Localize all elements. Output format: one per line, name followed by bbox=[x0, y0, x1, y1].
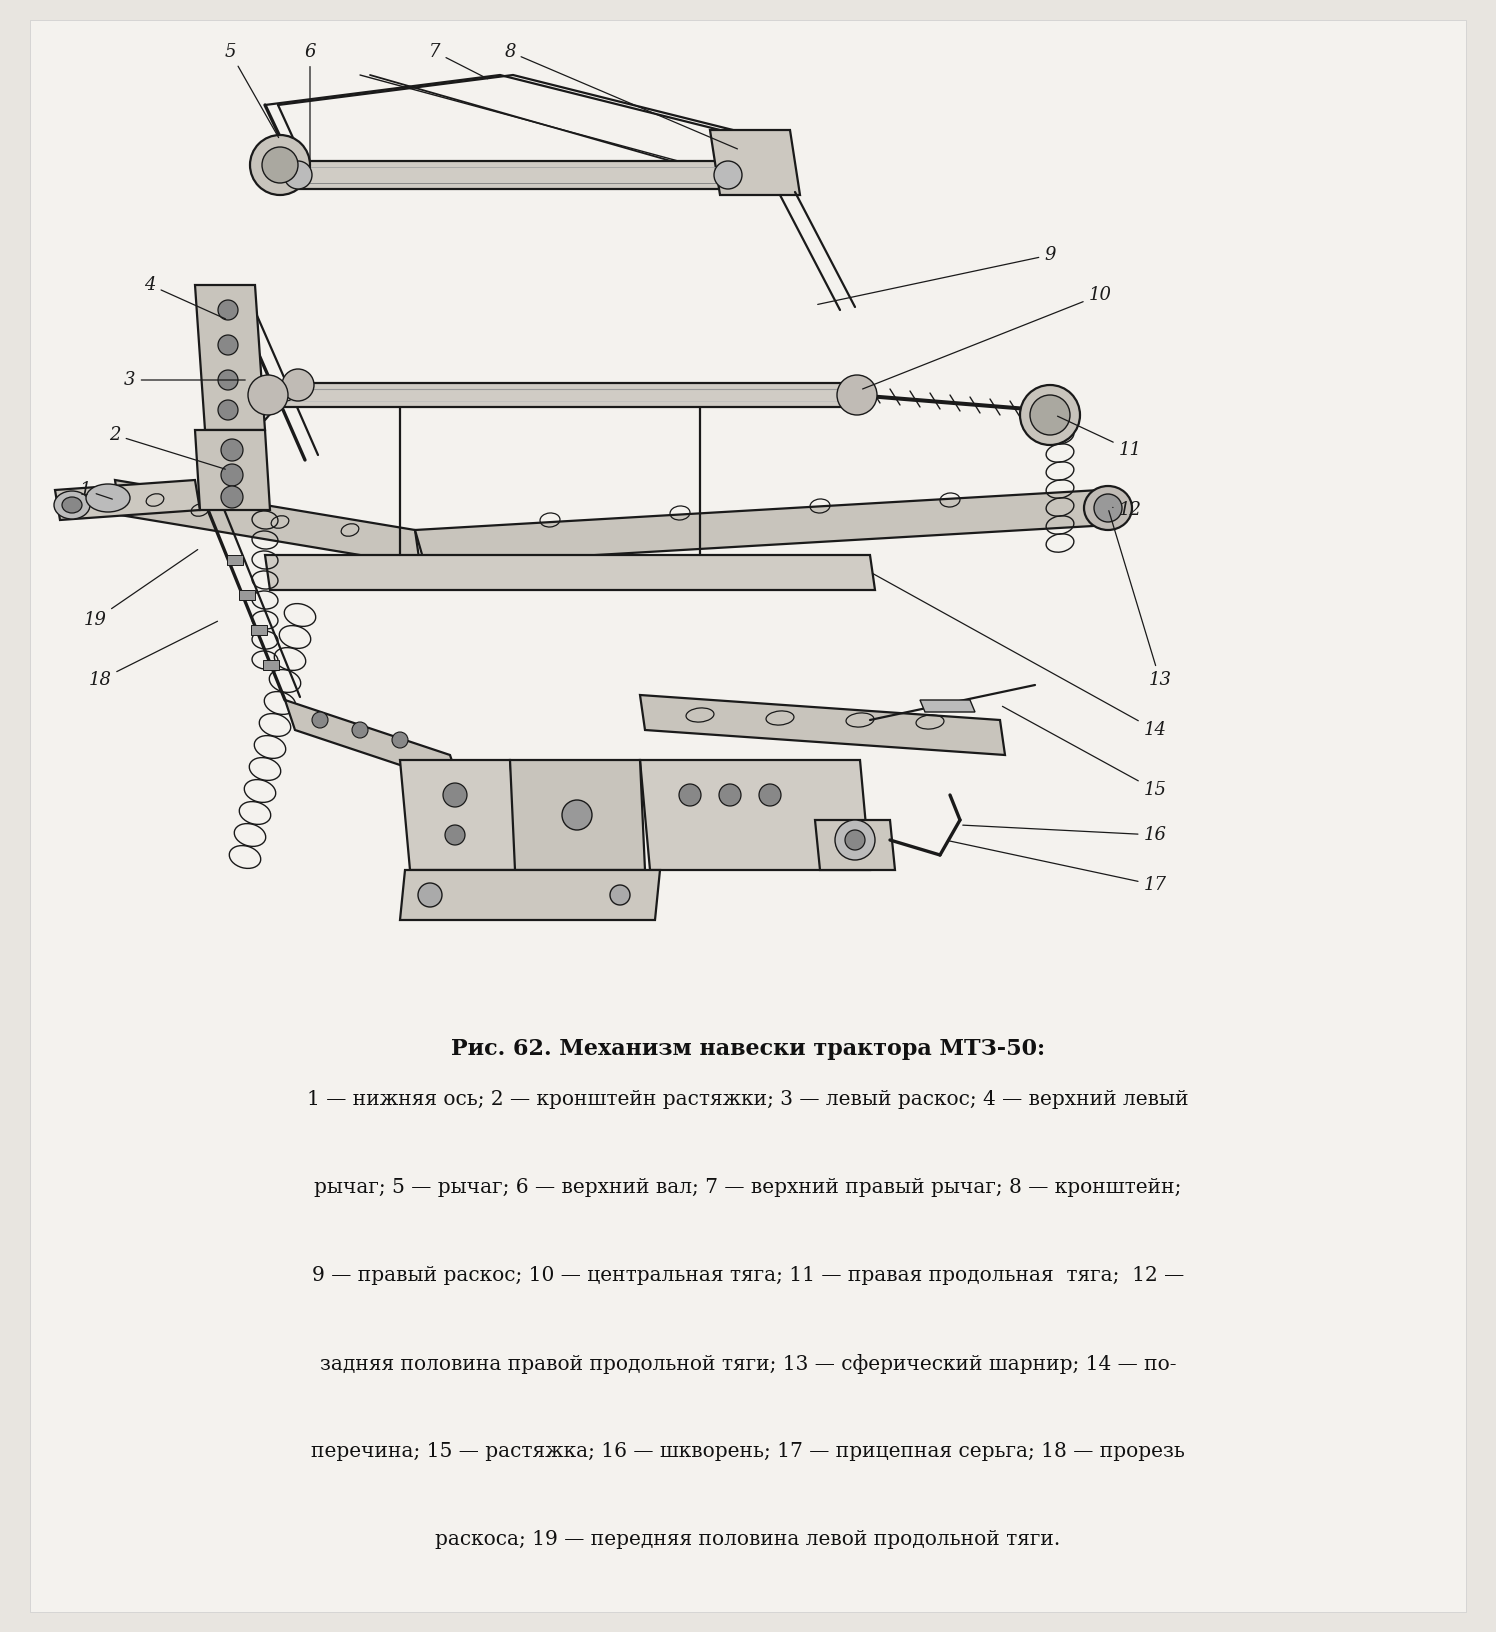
Ellipse shape bbox=[444, 826, 465, 845]
Text: 1: 1 bbox=[79, 481, 112, 499]
Ellipse shape bbox=[758, 783, 781, 806]
Text: 19: 19 bbox=[84, 550, 197, 628]
Text: 6: 6 bbox=[304, 42, 316, 160]
Text: 2: 2 bbox=[109, 426, 226, 468]
Ellipse shape bbox=[1020, 385, 1080, 446]
Polygon shape bbox=[251, 625, 266, 635]
Polygon shape bbox=[640, 761, 871, 870]
Polygon shape bbox=[194, 429, 269, 509]
Text: 7: 7 bbox=[429, 42, 488, 78]
Polygon shape bbox=[263, 659, 278, 671]
Ellipse shape bbox=[1085, 486, 1132, 530]
Text: 9: 9 bbox=[818, 246, 1056, 305]
Ellipse shape bbox=[262, 147, 298, 183]
Polygon shape bbox=[815, 819, 895, 870]
Text: 4: 4 bbox=[144, 276, 226, 318]
Text: 18: 18 bbox=[88, 622, 217, 689]
Ellipse shape bbox=[221, 439, 242, 460]
Ellipse shape bbox=[221, 463, 242, 486]
Ellipse shape bbox=[352, 721, 368, 738]
Polygon shape bbox=[711, 131, 800, 194]
Text: раскоса; 19 — передняя половина левой продольной тяги.: раскоса; 19 — передняя половина левой пр… bbox=[435, 1531, 1061, 1549]
Ellipse shape bbox=[610, 885, 630, 906]
Ellipse shape bbox=[54, 491, 90, 519]
Ellipse shape bbox=[443, 783, 467, 806]
Text: 8: 8 bbox=[504, 42, 738, 149]
Ellipse shape bbox=[392, 733, 408, 747]
Ellipse shape bbox=[679, 783, 702, 806]
Ellipse shape bbox=[714, 162, 742, 189]
Polygon shape bbox=[920, 700, 975, 712]
Polygon shape bbox=[414, 490, 1110, 565]
Ellipse shape bbox=[836, 375, 877, 415]
Polygon shape bbox=[194, 286, 265, 429]
Polygon shape bbox=[298, 162, 729, 189]
Text: 12: 12 bbox=[1113, 501, 1141, 519]
Ellipse shape bbox=[562, 800, 592, 831]
Text: рычаг; 5 — рычаг; 6 — верхний вал; 7 — верхний правый рычаг; 8 — кронштейн;: рычаг; 5 — рычаг; 6 — верхний вал; 7 — в… bbox=[314, 1178, 1182, 1196]
Ellipse shape bbox=[720, 783, 741, 806]
Text: 15: 15 bbox=[1002, 707, 1167, 800]
Text: 3: 3 bbox=[124, 370, 245, 388]
Polygon shape bbox=[269, 384, 856, 406]
Text: 9 — правый раскос; 10 — центральная тяга; 11 — правая продольная  тяга;  12 —: 9 — правый раскос; 10 — центральная тяга… bbox=[311, 1266, 1185, 1284]
Ellipse shape bbox=[85, 485, 130, 512]
Text: 14: 14 bbox=[872, 573, 1167, 739]
Text: 16: 16 bbox=[963, 826, 1167, 844]
Text: 5: 5 bbox=[224, 42, 278, 137]
Polygon shape bbox=[115, 480, 420, 565]
Ellipse shape bbox=[284, 162, 313, 189]
Ellipse shape bbox=[61, 498, 82, 512]
Text: задняя половина правой продольной тяги; 13 — сферический шарнир; 14 — по-: задняя половина правой продольной тяги; … bbox=[320, 1355, 1176, 1374]
Ellipse shape bbox=[283, 369, 314, 401]
Ellipse shape bbox=[845, 831, 865, 850]
Polygon shape bbox=[399, 870, 660, 920]
Polygon shape bbox=[510, 761, 645, 870]
Text: Рис. 62. Механизм навески трактора МТЗ-50:: Рис. 62. Механизм навески трактора МТЗ-5… bbox=[450, 1038, 1046, 1061]
Polygon shape bbox=[239, 591, 254, 601]
Ellipse shape bbox=[248, 375, 289, 415]
Ellipse shape bbox=[218, 335, 238, 356]
Ellipse shape bbox=[218, 300, 238, 320]
Polygon shape bbox=[399, 761, 521, 870]
Text: 1 — нижняя ось; 2 — кронштейн растяжки; 3 — левый раскос; 4 — верхний левый: 1 — нижняя ось; 2 — кронштейн растяжки; … bbox=[307, 1090, 1189, 1110]
Polygon shape bbox=[286, 700, 459, 785]
Ellipse shape bbox=[1094, 494, 1122, 522]
Ellipse shape bbox=[250, 135, 310, 194]
Ellipse shape bbox=[417, 883, 441, 907]
Ellipse shape bbox=[313, 712, 328, 728]
Ellipse shape bbox=[1031, 395, 1070, 436]
Text: перечина; 15 — растяжка; 16 — шкворень; 17 — прицепная серьга; 18 — прорезь: перечина; 15 — растяжка; 16 — шкворень; … bbox=[311, 1443, 1185, 1461]
Text: 11: 11 bbox=[1058, 416, 1141, 459]
Polygon shape bbox=[640, 695, 1005, 756]
Polygon shape bbox=[227, 555, 242, 565]
Polygon shape bbox=[55, 480, 200, 521]
Text: 17: 17 bbox=[948, 840, 1167, 894]
Polygon shape bbox=[265, 555, 875, 591]
Ellipse shape bbox=[835, 819, 875, 860]
Ellipse shape bbox=[218, 400, 238, 419]
Ellipse shape bbox=[218, 370, 238, 390]
Ellipse shape bbox=[221, 486, 242, 508]
Text: 13: 13 bbox=[1109, 511, 1171, 689]
Text: 10: 10 bbox=[863, 286, 1112, 388]
